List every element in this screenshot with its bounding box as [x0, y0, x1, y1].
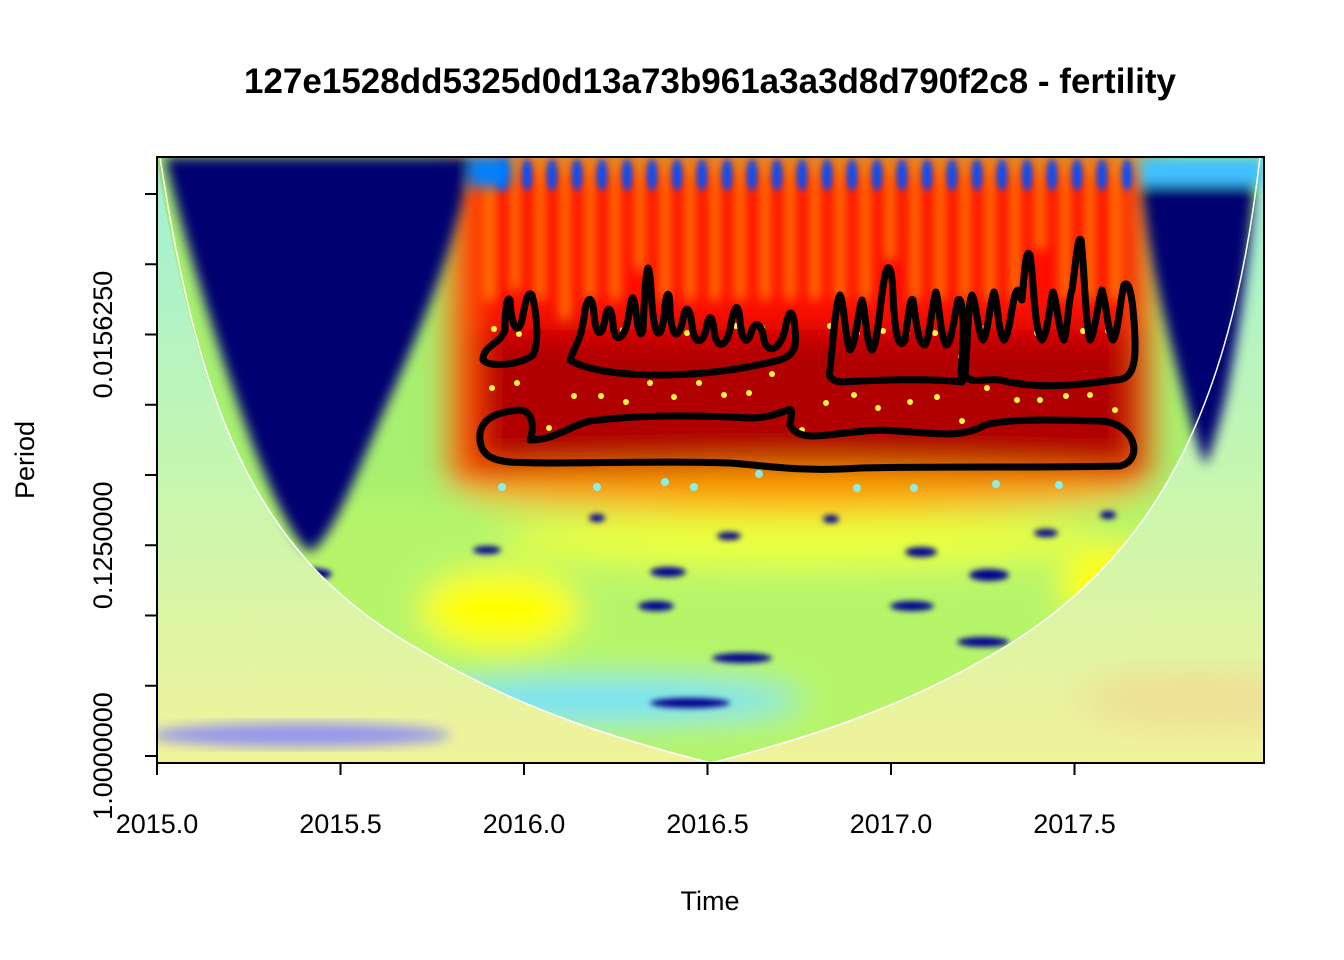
- x-tick-label: 2015.0: [116, 809, 199, 839]
- cone-of-influence: [159, 157, 1261, 763]
- significance-contours: [476, 235, 1139, 473]
- x-tick-label: 2015.5: [299, 809, 382, 839]
- x-axis: 2015.0 2015.5 2016.0 2016.5 2017.0 2017.5: [116, 762, 1116, 839]
- x-axis-label: Time: [681, 886, 740, 916]
- y-tick-label: 1.0000000: [88, 692, 118, 820]
- heatmap-area: [157, 157, 1264, 763]
- chart-title: 127e1528dd5325d0d13a73b961a3a3d8d790f2c8…: [244, 62, 1177, 101]
- x-tick-label: 2017.5: [1033, 809, 1116, 839]
- y-tick-label: 0.0156250: [88, 271, 118, 399]
- x-tick-label: 2016.5: [666, 809, 749, 839]
- y-tick-label: 0.1250000: [88, 481, 118, 609]
- x-tick-label: 2017.0: [850, 809, 933, 839]
- y-axis: 0.0156250 0.1250000 1.0000000: [88, 193, 158, 820]
- y-axis-label: Period: [10, 421, 40, 499]
- x-tick-label: 2016.0: [483, 809, 566, 839]
